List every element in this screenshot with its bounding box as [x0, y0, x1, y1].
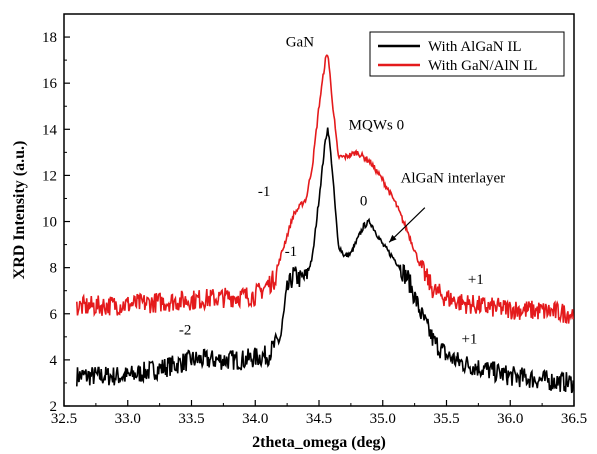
annotation-label: AlGaN interlayer	[401, 170, 506, 186]
annotation-label: -2	[179, 323, 192, 339]
y-tick-label: 16	[42, 76, 58, 92]
arrow-head	[389, 234, 397, 243]
legend-box	[369, 31, 565, 77]
annotation-arrow	[388, 207, 426, 243]
x-tick-label: 34.0	[242, 411, 268, 427]
y-tick-label: 10	[42, 215, 57, 231]
x-axis-title: 2theta_omega (deg)	[252, 434, 386, 451]
legend-label: With AlGaN IL	[428, 39, 522, 55]
axes-layer: 32.5 33.0 33.5 34.0 34.5 35.0 35.5 36.0 36.5 2 4 6 8…	[42, 13, 587, 427]
x-tick-label: 33.0	[115, 411, 141, 427]
x-tick-label: 32.5	[51, 411, 77, 427]
series-layer	[76, 54, 574, 394]
x-tick-label: 36.5	[561, 411, 587, 427]
annotation-label: +1	[461, 332, 477, 348]
y-tick-label: 18	[42, 30, 57, 46]
annotation-label: MQWs 0	[349, 117, 404, 133]
legend-label: With GaN/AlN IL	[428, 58, 537, 74]
y-tick-label: 12	[42, 168, 57, 184]
legend: With AlGaN IL With GaN/AlN IL	[369, 31, 565, 77]
y-axis-title: XRD Intensity (a.u.)	[11, 141, 28, 280]
y-tick-label: 4	[50, 353, 58, 369]
annotations-layer: GaN MQWs 0 AlGaN interlayer -1 -1 0 -2 +1 +1	[179, 34, 505, 347]
y-tick-label: 8	[50, 261, 58, 277]
annotation-label: GaN	[286, 34, 314, 50]
x-tick-label: 34.5	[306, 411, 332, 427]
x-tick-label: 33.5	[178, 411, 204, 427]
annotation-label: -1	[285, 244, 298, 260]
x-tick-label: 36.0	[497, 411, 523, 427]
x-tick-label: 35.5	[433, 411, 459, 427]
annotation-label: 0	[360, 193, 368, 209]
x-tick-label: 35.0	[370, 411, 396, 427]
annotation-label: +1	[468, 272, 484, 288]
y-tick-label: 14	[42, 122, 58, 138]
annotation-label: -1	[258, 184, 271, 200]
y-tick-label: 2	[50, 399, 58, 415]
series-line-2	[76, 54, 574, 324]
series-line-1	[76, 127, 574, 394]
y-tick-label: 6	[50, 307, 58, 323]
